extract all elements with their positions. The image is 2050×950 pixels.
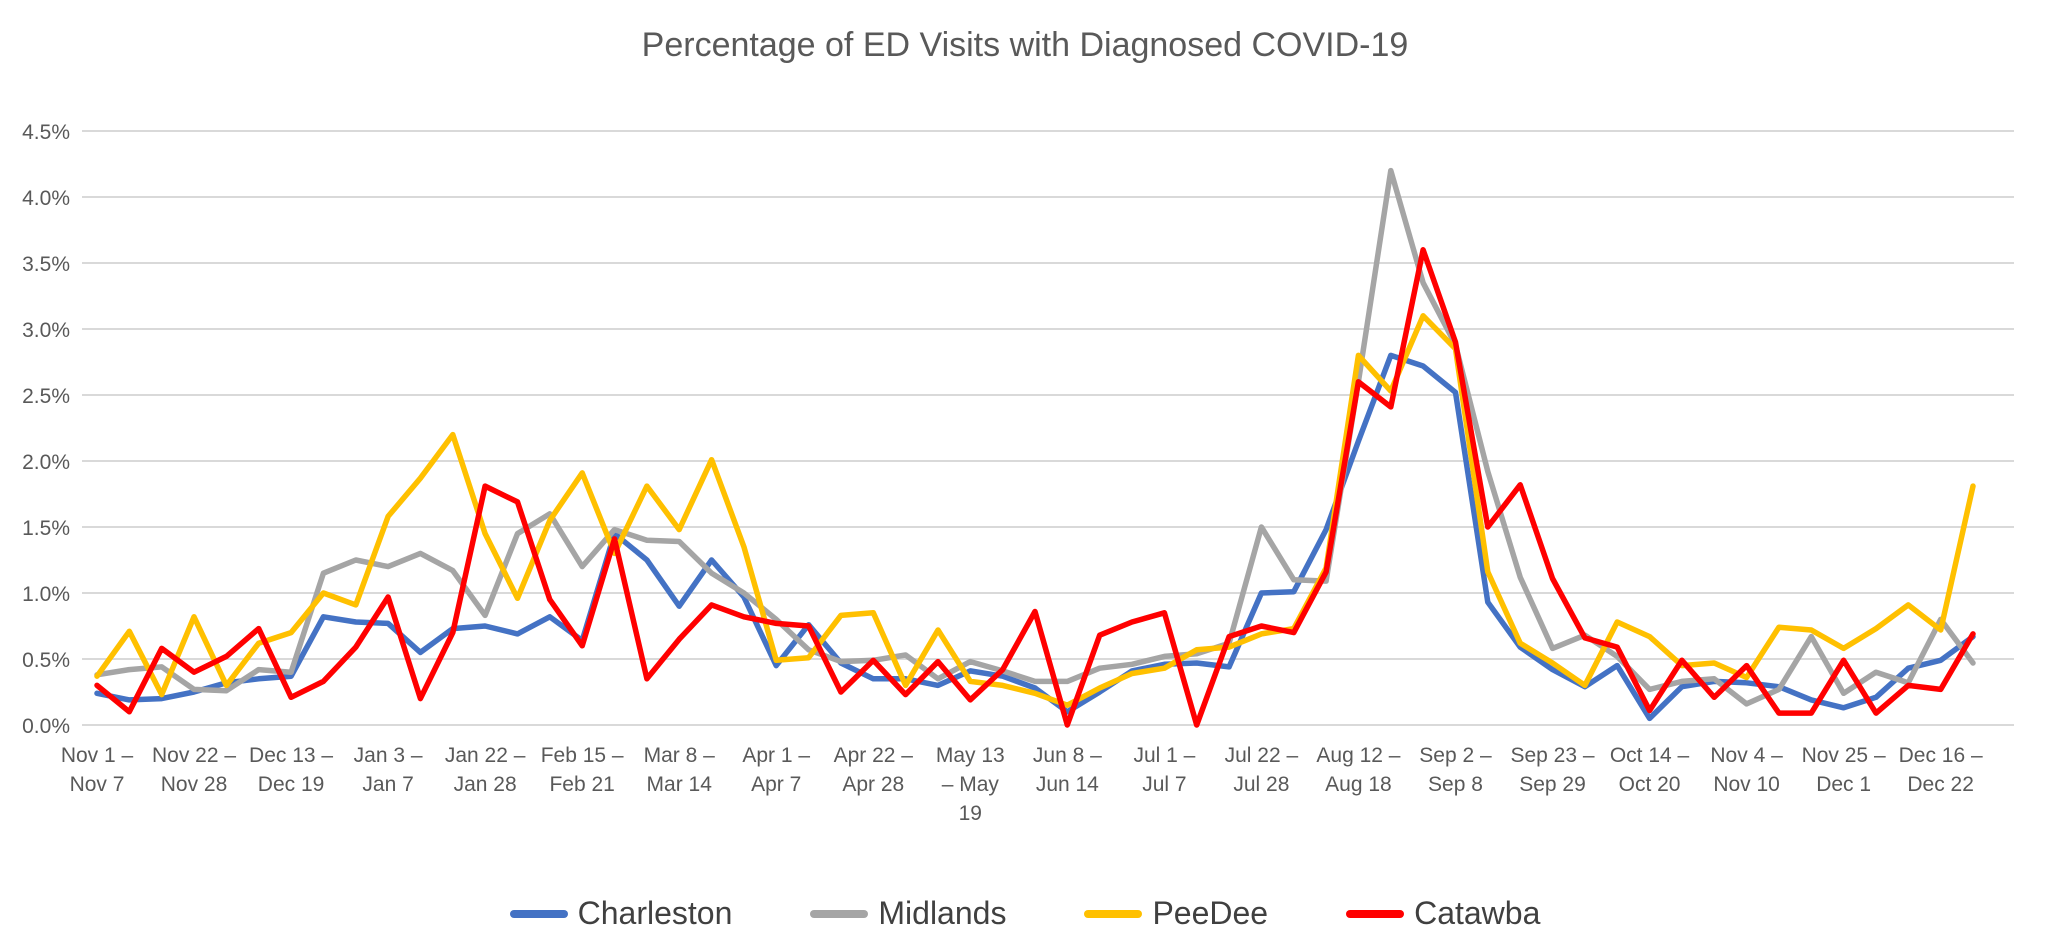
x-axis-tick-label: Apr 22 – xyxy=(834,744,914,767)
x-axis-tick-label: Sep 23 – xyxy=(1510,744,1594,767)
x-axis-tick-label: Oct 20 xyxy=(1619,773,1681,796)
x-axis-tick-label: Jul 28 xyxy=(1233,773,1289,796)
x-axis-tick-label: Apr 1 – xyxy=(742,744,810,767)
x-axis-tick-label: Jan 3 – xyxy=(354,744,423,767)
legend: Charleston Midlands PeeDee Catawba xyxy=(0,895,2050,932)
x-axis-tick-label: Dec 19 xyxy=(258,773,325,796)
x-axis-tick-label: Oct 14 – xyxy=(1610,744,1690,767)
legend-swatch-charleston xyxy=(509,909,568,918)
x-axis-tick-label: Apr 7 xyxy=(751,773,801,796)
x-axis-tick-label: Nov 1 – xyxy=(61,744,134,767)
x-axis-tick-label: Jul 22 – xyxy=(1225,744,1299,767)
y-axis-tick-label: 4.0% xyxy=(22,187,70,210)
y-axis-tick-label: 2.5% xyxy=(22,385,70,408)
page-title: Percentage of ED Visits with Diagnosed C… xyxy=(641,26,1409,64)
x-axis-tick-label: Nov 28 xyxy=(161,773,228,796)
x-axis-tick-label: Jan 22 – xyxy=(445,744,526,767)
y-axis-tick-label: 1.0% xyxy=(22,583,70,606)
x-axis-tick-label: Feb 15 – xyxy=(541,744,624,767)
legend-item-midlands: Midlands xyxy=(810,895,1006,932)
x-axis-tick-label: Sep 8 xyxy=(1428,773,1483,796)
x-axis-tick-label: Dec 22 xyxy=(1907,773,1974,796)
x-axis-tick-label: Jan 28 xyxy=(454,773,517,796)
x-axis-tick-label: Jun 8 – xyxy=(1033,744,1102,767)
legend-item-catawba: Catawba xyxy=(1346,895,1540,932)
y-axis-tick-label: 0.5% xyxy=(22,649,70,672)
x-axis-tick-label: Jan 7 xyxy=(362,773,413,796)
x-axis-tick-label: Sep 2 – xyxy=(1419,744,1492,767)
legend-item-label: PeeDee xyxy=(1152,895,1269,931)
x-axis-tick-label: Aug 18 xyxy=(1325,773,1392,796)
x-axis-tick-label: Mar 14 xyxy=(647,773,713,796)
x-axis-tick-label: Apr 28 xyxy=(842,773,904,796)
legend-item-label: Catawba xyxy=(1414,895,1541,931)
x-axis-tick-label: Dec 13 – xyxy=(249,744,333,767)
x-axis-tick-label: Nov 7 xyxy=(70,773,125,796)
y-axis-tick-label: 0.0% xyxy=(22,715,70,738)
legend-item-peedee: PeeDee xyxy=(1084,895,1268,932)
series-line-catawba xyxy=(94,247,1976,728)
legend-swatch-catawba xyxy=(1346,909,1405,918)
legend-item-charleston: Charleston xyxy=(509,895,733,932)
x-axis-tick-label: May 13 xyxy=(936,744,1005,767)
x-axis-tick-label: Nov 25 – xyxy=(1802,744,1886,767)
x-axis-tick-label: Dec 16 – xyxy=(1899,744,1983,767)
x-axis-tick-label: Sep 29 xyxy=(1519,773,1586,796)
legend-item-label: Charleston xyxy=(577,895,733,931)
x-axis-tick-label: 19 xyxy=(959,802,982,825)
legend-item-label: Midlands xyxy=(878,895,1007,931)
x-axis-tick-label: Dec 1 xyxy=(1816,773,1871,796)
y-axis-tick-label: 3.5% xyxy=(22,253,70,276)
x-axis-tick-label: Aug 12 – xyxy=(1316,744,1400,767)
y-axis-tick-label: 4.5% xyxy=(22,121,70,144)
x-axis-tick-label: Jul 1 – xyxy=(1133,744,1195,767)
series-line-peedee xyxy=(94,313,1976,708)
series-line-charleston xyxy=(94,352,1976,722)
x-axis-tick-label: Jul 7 xyxy=(1142,773,1186,796)
x-axis-tick-label: Mar 8 – xyxy=(644,744,716,767)
series-line-midlands xyxy=(94,167,1976,707)
y-axis-tick-label: 3.0% xyxy=(22,319,70,342)
y-axis-tick-label: 1.5% xyxy=(22,517,70,540)
x-axis-tick-label: Nov 22 – xyxy=(152,744,236,767)
x-axis-tick-label: Nov 4 – xyxy=(1710,744,1783,767)
x-axis-tick-label: – May xyxy=(942,773,1000,796)
x-axis-tick-label: Feb 21 xyxy=(549,773,614,796)
y-axis-tick-label: 2.0% xyxy=(22,451,70,474)
legend-swatch-peedee xyxy=(1084,909,1143,918)
x-axis-tick-label: Jun 14 xyxy=(1036,773,1099,796)
legend-swatch-midlands xyxy=(810,909,869,918)
x-axis-tick-label: Nov 10 xyxy=(1713,773,1780,796)
